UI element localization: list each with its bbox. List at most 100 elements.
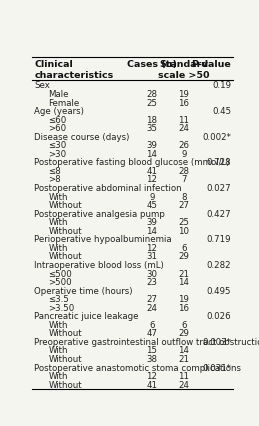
Text: Without: Without <box>48 226 82 235</box>
Text: 24: 24 <box>178 380 189 389</box>
Text: 0.728: 0.728 <box>206 158 231 167</box>
Text: ≤60: ≤60 <box>48 115 67 124</box>
Text: >500: >500 <box>48 277 72 286</box>
Text: 14: 14 <box>178 277 189 286</box>
Text: Preoperative gastrointestinal outflow tract obstruction: Preoperative gastrointestinal outflow tr… <box>34 337 259 346</box>
Text: 0.495: 0.495 <box>207 286 231 295</box>
Text: Without: Without <box>48 252 82 261</box>
Text: 27: 27 <box>146 294 157 303</box>
Text: With: With <box>48 218 68 227</box>
Text: 12: 12 <box>146 371 157 380</box>
Text: 14: 14 <box>146 150 157 158</box>
Text: Male: Male <box>48 90 69 99</box>
Text: Postoperative abdominal infection: Postoperative abdominal infection <box>34 184 182 193</box>
Text: 15: 15 <box>146 345 157 354</box>
Text: 41: 41 <box>146 380 157 389</box>
Text: 18: 18 <box>146 115 157 124</box>
Text: ≤30: ≤30 <box>48 141 67 150</box>
Text: 12: 12 <box>146 243 157 252</box>
Text: Postoperative analgesia pump: Postoperative analgesia pump <box>34 209 165 218</box>
Text: 0.026: 0.026 <box>206 311 231 320</box>
Text: 28: 28 <box>146 90 157 99</box>
Text: 12: 12 <box>146 175 157 184</box>
Text: 0.031*: 0.031* <box>202 363 231 372</box>
Text: With: With <box>48 371 68 380</box>
Text: 39: 39 <box>146 218 157 227</box>
Text: Without: Without <box>48 328 82 337</box>
Text: 25: 25 <box>146 98 157 107</box>
Text: 24: 24 <box>178 124 189 133</box>
Text: 0.719: 0.719 <box>207 235 231 244</box>
Text: ≤500: ≤500 <box>48 269 72 278</box>
Text: 6: 6 <box>149 320 155 329</box>
Text: With: With <box>48 320 68 329</box>
Text: 14: 14 <box>178 345 189 354</box>
Text: 0.002*: 0.002* <box>202 132 231 141</box>
Text: Without: Without <box>48 380 82 389</box>
Text: 47: 47 <box>146 328 157 337</box>
Text: Without: Without <box>48 201 82 210</box>
Text: 21: 21 <box>178 269 189 278</box>
Text: 30: 30 <box>146 269 157 278</box>
Text: 16: 16 <box>178 98 189 107</box>
Text: Without: Without <box>48 354 82 363</box>
Text: >3.50: >3.50 <box>48 303 75 312</box>
Text: 7: 7 <box>181 175 187 184</box>
Text: 9: 9 <box>181 150 187 158</box>
Text: 14: 14 <box>146 226 157 235</box>
Text: 0.45: 0.45 <box>212 107 231 116</box>
Text: Operative time (hours): Operative time (hours) <box>34 286 133 295</box>
Text: 35: 35 <box>146 124 157 133</box>
Text: 6: 6 <box>181 320 187 329</box>
Text: 45: 45 <box>146 201 157 210</box>
Text: 0.19: 0.19 <box>212 81 231 90</box>
Text: 10: 10 <box>178 226 189 235</box>
Text: Standard
scale >50: Standard scale >50 <box>158 60 210 80</box>
Text: 29: 29 <box>178 328 189 337</box>
Text: 16: 16 <box>178 303 189 312</box>
Text: 24: 24 <box>146 303 157 312</box>
Text: Age (years): Age (years) <box>34 107 84 116</box>
Text: 27: 27 <box>178 201 189 210</box>
Text: 28: 28 <box>178 167 189 176</box>
Text: 39: 39 <box>146 141 157 150</box>
Text: With: With <box>48 192 68 201</box>
Text: 11: 11 <box>178 371 189 380</box>
Text: 25: 25 <box>178 218 189 227</box>
Text: 23: 23 <box>146 277 157 286</box>
Text: 11: 11 <box>178 115 189 124</box>
Text: 29: 29 <box>178 252 189 261</box>
Text: ≤3.5: ≤3.5 <box>48 294 69 303</box>
Text: 38: 38 <box>146 354 157 363</box>
Text: Postoperative anastomotic stoma complications: Postoperative anastomotic stoma complica… <box>34 363 241 372</box>
Text: 26: 26 <box>178 141 189 150</box>
Text: 8: 8 <box>181 192 187 201</box>
Text: >60: >60 <box>48 124 67 133</box>
Text: Sex: Sex <box>34 81 50 90</box>
Text: P-value: P-value <box>191 60 231 69</box>
Text: >30: >30 <box>48 150 67 158</box>
Text: Disease course (days): Disease course (days) <box>34 132 130 141</box>
Text: 41: 41 <box>146 167 157 176</box>
Text: With: With <box>48 243 68 252</box>
Text: 19: 19 <box>178 294 189 303</box>
Text: Perioperative hypoalbuminemia: Perioperative hypoalbuminemia <box>34 235 172 244</box>
Text: 0.282: 0.282 <box>206 260 231 269</box>
Text: Postoperative fasting blood glucose (mmol/L): Postoperative fasting blood glucose (mmo… <box>34 158 230 167</box>
Text: 31: 31 <box>146 252 157 261</box>
Text: Cases (n): Cases (n) <box>127 60 177 69</box>
Text: Intraoperative blood loss (mL): Intraoperative blood loss (mL) <box>34 260 164 269</box>
Text: 0.027: 0.027 <box>206 184 231 193</box>
Text: 0.003*: 0.003* <box>202 337 231 346</box>
Text: 0.427: 0.427 <box>206 209 231 218</box>
Text: >8: >8 <box>48 175 61 184</box>
Text: Clinical
characteristics: Clinical characteristics <box>34 60 114 80</box>
Text: ≤8: ≤8 <box>48 167 61 176</box>
Text: With: With <box>48 345 68 354</box>
Text: 21: 21 <box>178 354 189 363</box>
Text: 6: 6 <box>181 243 187 252</box>
Text: 19: 19 <box>178 90 189 99</box>
Text: Female: Female <box>48 98 80 107</box>
Text: 9: 9 <box>149 192 155 201</box>
Text: Pancreatic juice leakage: Pancreatic juice leakage <box>34 311 139 320</box>
